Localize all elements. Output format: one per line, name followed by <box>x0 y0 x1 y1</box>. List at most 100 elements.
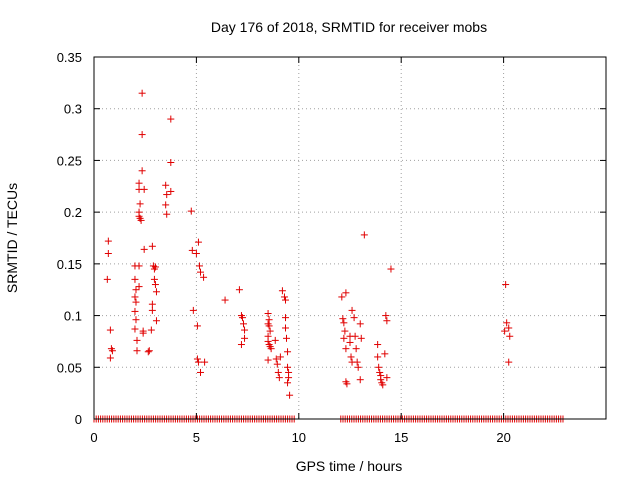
data-point <box>104 237 112 245</box>
data-point <box>284 348 292 356</box>
data-point <box>284 363 292 371</box>
data-point <box>193 322 201 330</box>
data-point <box>200 273 208 281</box>
data-point <box>131 307 139 315</box>
data-point <box>148 242 156 250</box>
data-point <box>167 158 175 166</box>
plot-frame <box>93 56 607 420</box>
data-point <box>501 327 509 335</box>
y-tick-label: 0.35 <box>57 50 82 65</box>
data-point <box>357 334 365 342</box>
data-point <box>341 327 349 335</box>
y-tick-label: 0.15 <box>57 257 82 272</box>
data-point <box>281 324 289 332</box>
data-point <box>147 326 155 334</box>
data-point <box>356 320 364 328</box>
data-point <box>167 187 175 195</box>
data-point <box>133 347 141 355</box>
data-point <box>235 286 243 294</box>
data-point <box>348 306 356 314</box>
y-tick-labels: 0 0.05 0.1 0.15 0.2 0.25 0.3 0.35 <box>57 50 82 427</box>
data-point <box>221 296 229 304</box>
data-point <box>196 368 204 376</box>
data-point <box>135 283 143 291</box>
data-point <box>103 275 111 283</box>
data-point <box>138 167 146 175</box>
data-point <box>196 268 204 276</box>
data-point <box>188 246 196 254</box>
data-point <box>137 216 145 224</box>
data-point <box>278 287 286 295</box>
data-point <box>136 200 144 208</box>
y-tick-label: 0.3 <box>64 102 82 117</box>
data-point <box>131 275 139 283</box>
data-point <box>276 353 284 361</box>
data-point <box>374 353 382 361</box>
data-point <box>342 289 350 297</box>
data-point <box>138 131 146 139</box>
data-point <box>275 374 283 382</box>
data-point <box>376 368 384 376</box>
data-point <box>340 319 348 327</box>
data-point <box>354 363 362 371</box>
y-axis-label: SRMTID / TECUs <box>4 183 20 293</box>
data-point <box>285 374 293 382</box>
data-point <box>193 355 201 363</box>
data-point <box>240 320 248 328</box>
x-axis-label: GPS time / hours <box>296 458 403 474</box>
data-point <box>108 347 116 355</box>
data-point <box>152 288 160 296</box>
data-point <box>338 293 346 301</box>
data-points <box>103 89 514 399</box>
data-point <box>106 354 114 362</box>
data-point <box>148 300 156 308</box>
data-point <box>381 350 389 358</box>
x-tick-label: 5 <box>193 430 200 445</box>
data-point <box>356 376 364 384</box>
chart-title: Day 176 of 2018, SRMTID for receiver mob… <box>211 19 487 35</box>
data-point <box>347 353 355 361</box>
data-point <box>374 341 382 349</box>
data-point <box>342 345 350 353</box>
data-point <box>139 329 147 337</box>
data-point <box>163 191 171 199</box>
y-tick-label: 0.1 <box>64 309 82 324</box>
data-point <box>283 334 291 342</box>
data-point <box>502 281 510 289</box>
data-point <box>132 316 140 324</box>
data-point <box>286 391 294 399</box>
data-point <box>506 332 514 340</box>
data-point <box>265 316 273 324</box>
data-point <box>140 185 148 193</box>
data-point <box>241 334 249 342</box>
data-point <box>163 210 171 218</box>
data-point <box>162 181 170 189</box>
data-point <box>274 368 282 376</box>
data-point <box>131 325 139 333</box>
y-tick-label: 0.2 <box>64 205 82 220</box>
data-point <box>339 315 347 323</box>
data-point <box>352 345 360 353</box>
data-point <box>387 265 395 273</box>
data-point <box>150 275 158 283</box>
data-point <box>131 293 139 301</box>
data-point <box>375 363 383 371</box>
data-point <box>241 326 249 334</box>
data-point <box>238 314 246 322</box>
data-point <box>267 345 275 353</box>
data-point <box>187 207 195 215</box>
data-point <box>132 298 140 306</box>
data-point <box>360 231 368 239</box>
data-point <box>135 262 143 270</box>
data-point <box>194 358 202 366</box>
data-point <box>343 380 351 388</box>
x-tick-label: 20 <box>496 430 510 445</box>
data-point <box>264 356 272 364</box>
y-tick-label: 0.25 <box>57 153 82 168</box>
data-point <box>189 306 197 314</box>
data-point <box>281 314 289 322</box>
y-tick-label: 0 <box>75 412 82 427</box>
data-point <box>382 312 390 320</box>
data-point <box>346 338 354 346</box>
